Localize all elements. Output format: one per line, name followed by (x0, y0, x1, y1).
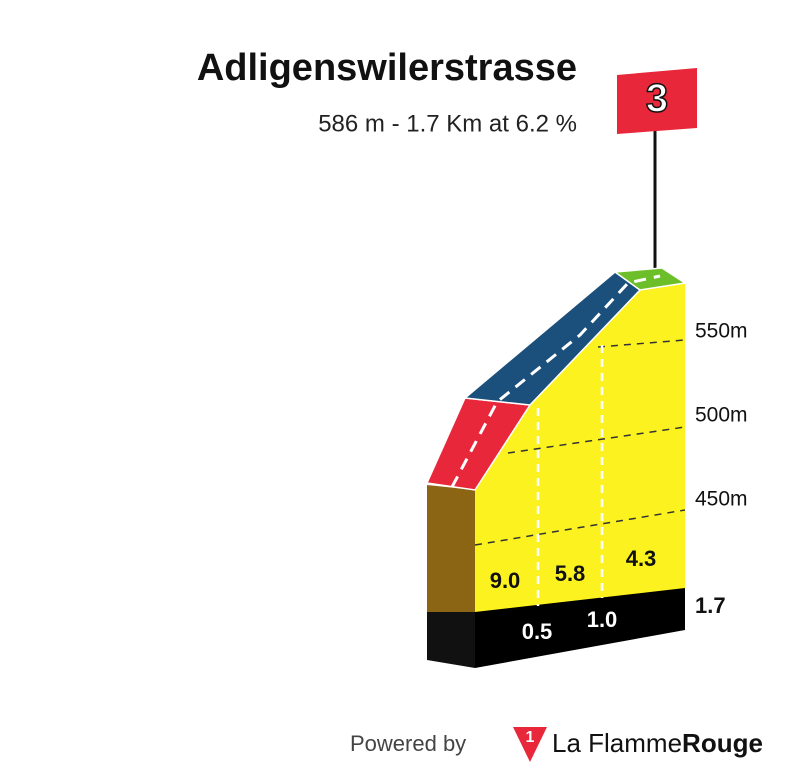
distance-label: 0.5 (522, 619, 553, 644)
distance-label: 1.0 (587, 607, 618, 632)
altitude-label: 550m (695, 320, 748, 343)
road-segment-green (612, 267, 688, 291)
base-side (427, 612, 475, 668)
profile-side (427, 485, 475, 612)
altitude-label: 450m (695, 488, 748, 511)
gradient-label: 5.8 (555, 561, 586, 586)
road-centerline (450, 274, 661, 488)
altitude-grid (474, 339, 686, 546)
powered-by: Powered by (350, 731, 466, 756)
profile-front (475, 283, 685, 612)
altitude-label: 500m (695, 404, 748, 427)
gradient-label: 4.3 (626, 546, 657, 571)
km-dividers (536, 345, 604, 606)
category-badge: 3 (646, 77, 668, 121)
distance-label: 1.7 (695, 593, 726, 618)
category-flag (617, 68, 697, 134)
brand-light: La Flamme (552, 728, 682, 758)
title: Adligenswilerstrasse (197, 47, 577, 89)
brand-logo (513, 727, 547, 762)
subtitle: 586 m - 1.7 Km at 6.2 % (318, 110, 577, 137)
brand-logo-mark: 1 (526, 729, 535, 746)
brand-bold: Rouge (682, 728, 763, 758)
brand-name: La FlammeRouge (552, 728, 763, 758)
gradient-label: 9.0 (490, 568, 521, 593)
